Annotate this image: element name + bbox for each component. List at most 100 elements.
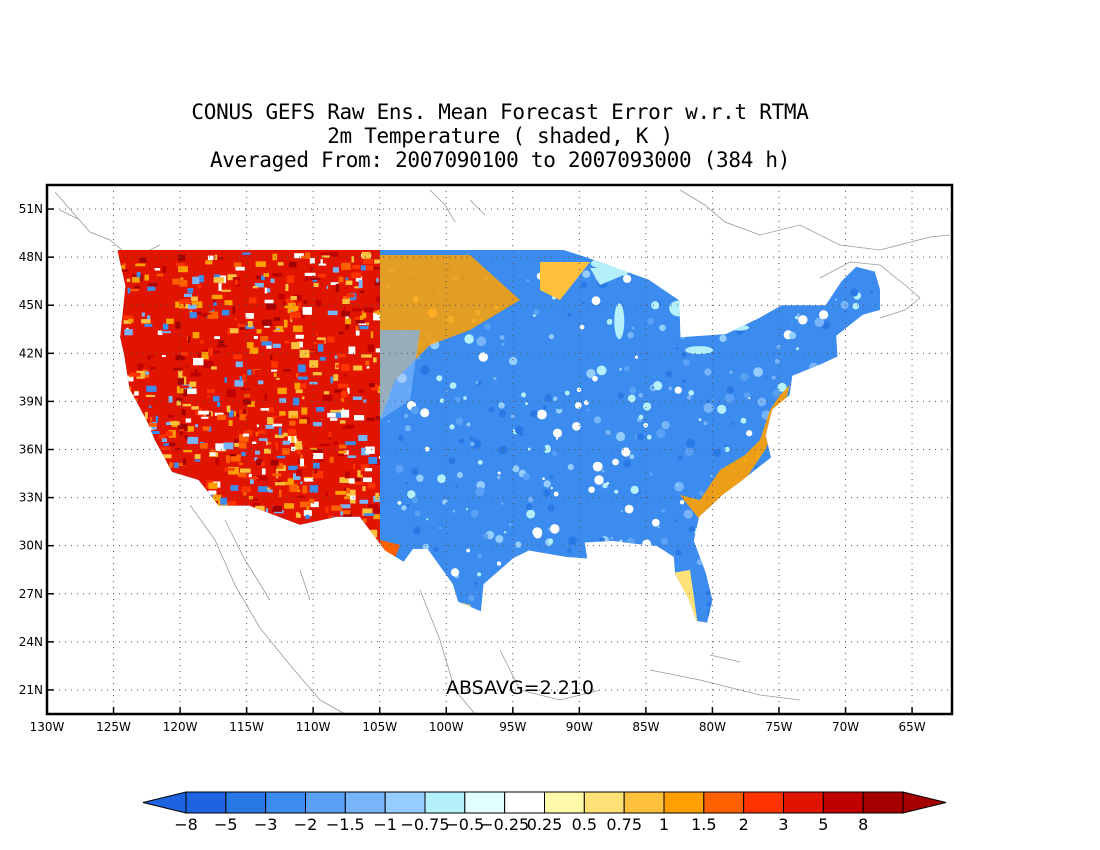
field-cell [313, 282, 319, 287]
field-cell [594, 416, 602, 424]
field-cell [464, 334, 474, 344]
field-cell [365, 446, 375, 454]
field-cell [265, 288, 271, 293]
field-cell [211, 294, 223, 300]
field-cell [337, 353, 346, 358]
field-cell [774, 358, 780, 364]
lon-tick-label: 130W [30, 720, 65, 734]
colorbar-swatch [663, 791, 705, 814]
field-cell [420, 408, 430, 418]
field-cell [345, 280, 353, 285]
field-cell [555, 437, 559, 440]
field-cell [580, 281, 587, 288]
lon-tick-label: 95W [499, 720, 526, 734]
field-cell [183, 293, 192, 297]
field-cell [124, 329, 133, 336]
field-cell [194, 454, 201, 459]
field-cell [310, 447, 317, 450]
field-cell [203, 313, 212, 318]
field-cell [536, 444, 546, 454]
lat-tick-label: 36N [19, 443, 43, 457]
field-cell [706, 399, 710, 403]
field-cell [253, 336, 258, 339]
lon-tick-label: 85W [632, 720, 659, 734]
field-cell [314, 468, 318, 474]
field-cell [150, 356, 156, 361]
lake [614, 303, 625, 340]
field-cell [379, 522, 380, 528]
field-cell [498, 402, 505, 409]
field-cell [477, 572, 482, 577]
field-cell [278, 293, 285, 300]
field-cell [359, 474, 363, 478]
field-cell [152, 431, 160, 434]
title-line-1: CONUS GEFS Raw Ens. Mean Forecast Error … [191, 100, 809, 124]
grid-lines [46, 185, 952, 714]
field-cell [161, 454, 172, 459]
field-cell [313, 329, 323, 334]
field-cell [395, 464, 404, 473]
field-cell [602, 469, 605, 473]
field-cell [445, 501, 454, 510]
field-cell [712, 448, 722, 457]
field-cell [496, 561, 502, 566]
field-cell [285, 283, 289, 292]
field-cell [287, 305, 299, 314]
field-cell [146, 385, 157, 392]
field-cell [835, 298, 837, 301]
field-cell [207, 389, 215, 394]
field-cell [470, 509, 479, 518]
field-cell [664, 397, 671, 404]
field-cell [250, 477, 254, 485]
field-cell [347, 455, 357, 458]
colorbar-label: −8 [174, 815, 198, 834]
field-cell [248, 496, 253, 500]
field-cell [359, 325, 369, 330]
lon-tick-label: 90W [566, 720, 593, 734]
field-cell [213, 296, 216, 305]
field-cell [364, 265, 374, 271]
field-cell [180, 364, 188, 367]
field-cell [207, 408, 216, 414]
field-cell [172, 278, 182, 285]
field-cell [376, 532, 380, 540]
field-cell [698, 418, 702, 422]
field-cell [547, 504, 555, 512]
field-cell [355, 330, 360, 336]
field-cell [299, 419, 308, 424]
lat-tick-label: 45N [19, 298, 43, 312]
field-cell [288, 410, 299, 419]
field-cell [271, 273, 282, 277]
field-cell [320, 280, 331, 286]
field-cell [606, 482, 610, 485]
field-cell [294, 382, 300, 390]
field-cell [213, 396, 220, 402]
field-cell [241, 486, 251, 493]
field-cell [305, 514, 310, 519]
field-cell [174, 448, 181, 450]
field-cell [498, 445, 508, 455]
field-cell [193, 357, 204, 366]
field-cell [208, 482, 218, 489]
field-cell [346, 487, 350, 494]
field-cell [553, 396, 558, 401]
field-cell [229, 454, 237, 457]
field-cell [501, 502, 504, 505]
field-cell [341, 262, 351, 270]
field-cell [283, 369, 291, 372]
colorbar-swatch [583, 791, 625, 814]
field-cell [200, 340, 204, 344]
field-cell [123, 375, 134, 382]
field-cell [555, 401, 563, 410]
field-cell [771, 375, 776, 380]
field-cell [666, 309, 670, 313]
field-cell [264, 448, 271, 454]
field-cell [564, 390, 570, 396]
field-cell [177, 377, 184, 385]
field-cell [185, 418, 192, 423]
field-cell [238, 442, 247, 449]
lon-tick-label: 120W [163, 720, 198, 734]
lon-tick-label: 70W [832, 720, 859, 734]
colorbar-label: 0.75 [606, 815, 642, 834]
field-cell [567, 312, 572, 317]
